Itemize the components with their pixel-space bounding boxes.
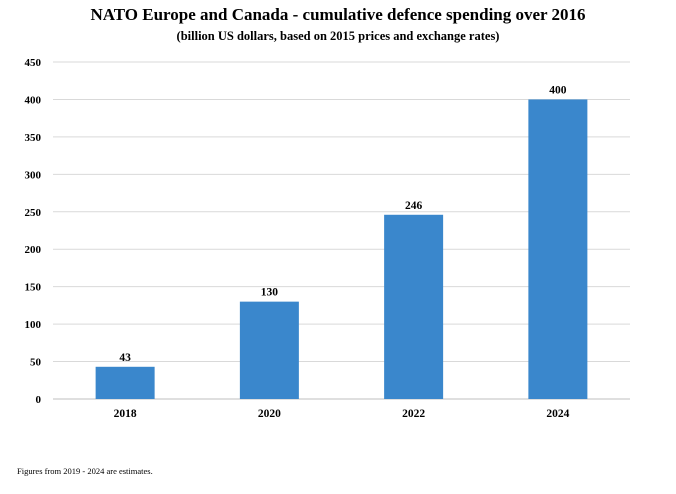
data-label: 130 (261, 287, 279, 299)
y-tick-label: 300 (25, 169, 42, 181)
y-tick-label: 0 (36, 394, 42, 406)
y-tick-label: 100 (25, 319, 42, 331)
data-label: 400 (549, 84, 567, 96)
y-tick-label: 250 (25, 207, 42, 219)
y-tick-label: 200 (25, 244, 42, 256)
y-tick-label: 350 (25, 132, 42, 144)
bar (528, 99, 588, 399)
x-tick-label: 2020 (258, 408, 281, 420)
y-tick-label: 400 (25, 94, 42, 106)
y-tick-label: 450 (25, 57, 42, 69)
data-label: 246 (405, 200, 423, 212)
x-tick-label: 2022 (402, 408, 425, 420)
x-tick-label: 2024 (546, 408, 569, 420)
y-tick-label: 150 (25, 282, 42, 294)
x-tick-label: 2018 (114, 408, 137, 420)
y-tick-label: 50 (30, 357, 42, 369)
bar (95, 366, 155, 399)
chart-title: NATO Europe and Canada - cumulative defe… (90, 5, 586, 24)
chart-subtitle: (billion US dollars, based on 2015 price… (176, 29, 500, 43)
footnote: Figures from 2019 - 2024 are estimates. (17, 466, 153, 476)
bar (384, 214, 444, 399)
bar (239, 301, 299, 399)
data-label: 43 (119, 352, 131, 364)
